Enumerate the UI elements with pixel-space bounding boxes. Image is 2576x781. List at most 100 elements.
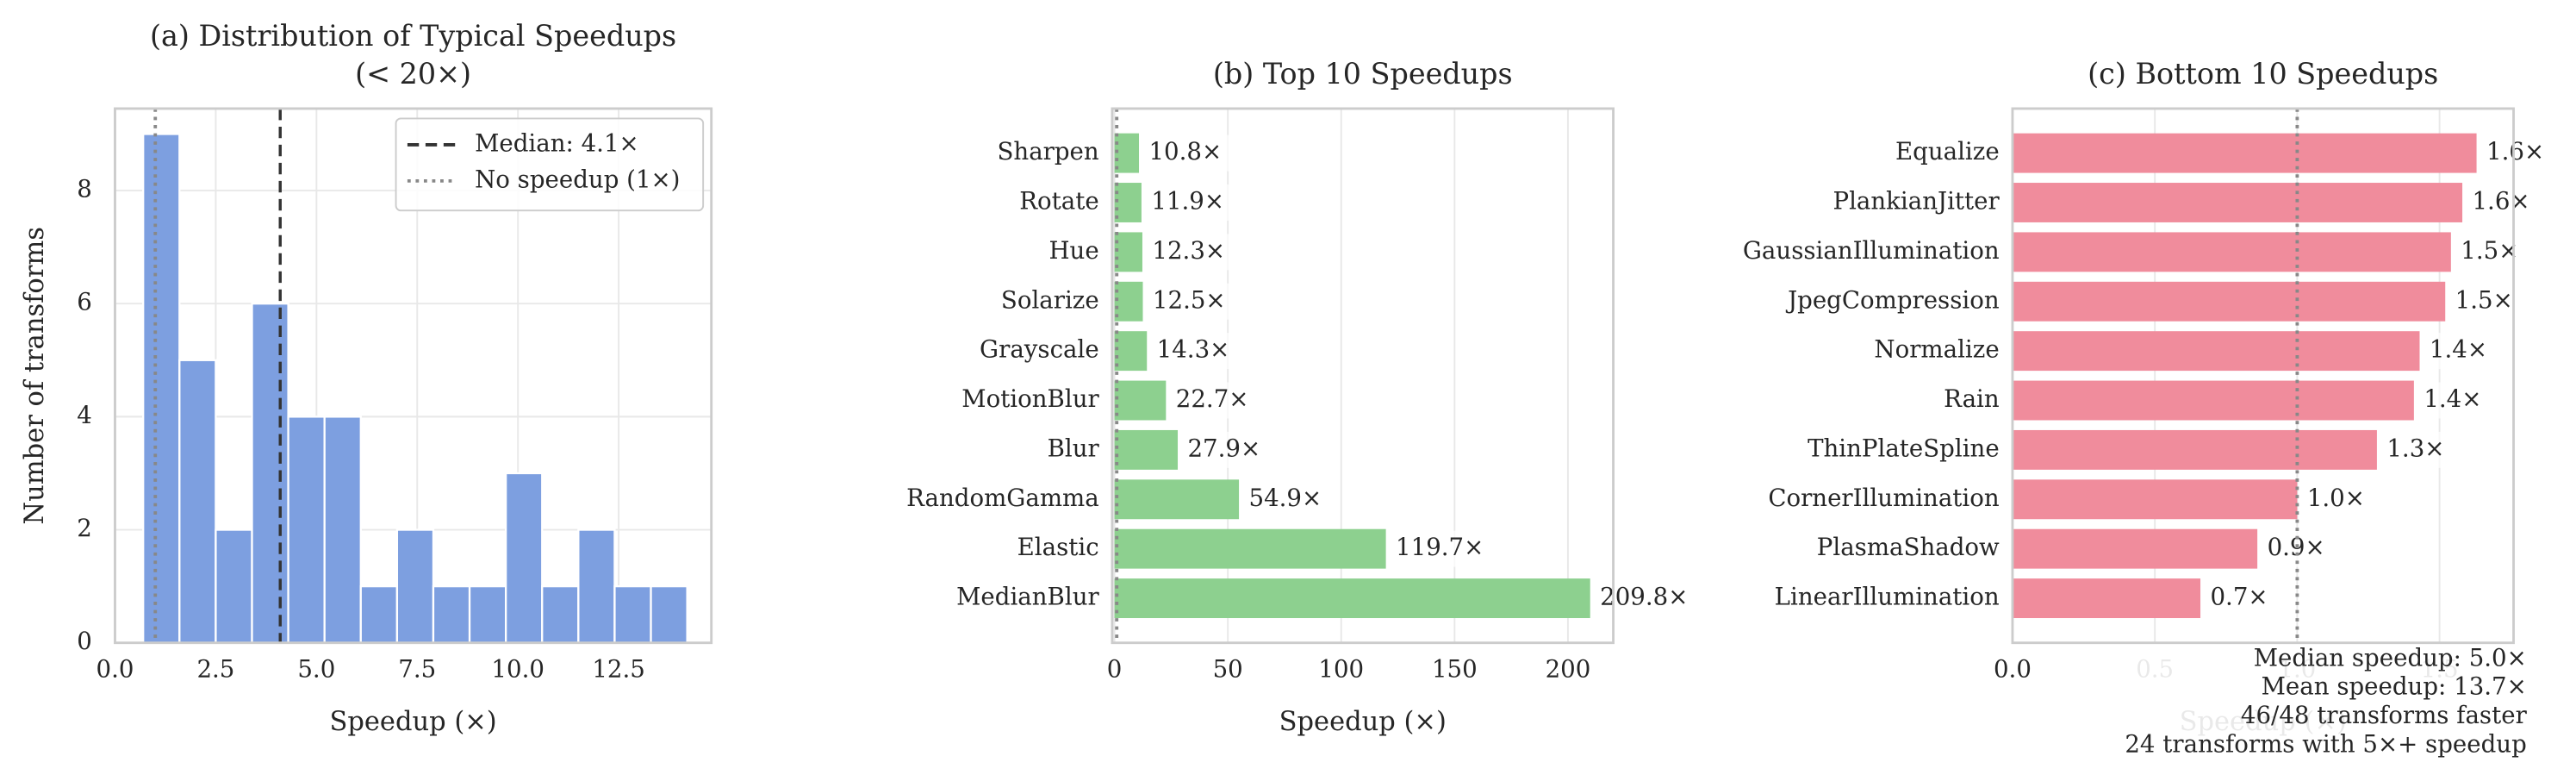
x-tick-label: 5.0 — [297, 655, 335, 684]
histogram-bar — [142, 133, 181, 644]
value-label: 14.3× — [1157, 335, 1230, 364]
value-label: 12.5× — [1153, 285, 1226, 314]
bar — [2012, 232, 2451, 272]
value-label-bg — [1148, 333, 1238, 370]
value-label-bg — [1240, 481, 1330, 518]
bar — [2012, 528, 2258, 569]
bar — [1114, 183, 1142, 222]
value-label-bg — [2299, 481, 2374, 518]
value-label-bg — [2447, 283, 2522, 320]
y-tick-label: 6 — [77, 288, 92, 316]
histogram-bar — [505, 472, 544, 644]
chart-title: (b) Top 10 Speedups — [1213, 57, 1513, 91]
category-label: Solarize — [1001, 285, 1099, 314]
bar — [1114, 578, 1590, 619]
value-label: 54.9× — [1249, 484, 1322, 512]
category-label: CornerIllumination — [1768, 484, 2000, 512]
value-label-bg — [1144, 283, 1235, 320]
x-tick-label: 100 — [1318, 655, 1364, 684]
axes-frame — [1111, 107, 1615, 645]
bar — [1114, 281, 1143, 322]
value-label-bg — [1591, 580, 1696, 617]
value-label: 1.3× — [2386, 434, 2444, 462]
value-label-bg — [2201, 580, 2277, 617]
y-axis-label: Number of transforms — [20, 227, 50, 525]
value-label-bg — [2478, 134, 2553, 172]
category-label: Rain — [1944, 384, 2000, 413]
x-tick-label: 0.0 — [1994, 655, 2032, 684]
value-label: 11.9× — [1151, 186, 1224, 215]
value-label: 1.4× — [2430, 335, 2487, 364]
category-label: LinearIllumination — [1775, 583, 2000, 611]
y-tick-label: 2 — [77, 514, 92, 542]
y-tick-label: 0 — [77, 627, 92, 655]
value-label-bg — [1387, 530, 1492, 567]
histogram-bar — [577, 528, 616, 644]
x-axis-label: Speedup (×) — [329, 707, 496, 737]
value-label: 209.8× — [1600, 583, 1688, 611]
chart-title: (c) Bottom 10 Speedups — [2088, 57, 2438, 91]
bar — [2012, 429, 2377, 470]
chart-title: (< 20×) — [355, 57, 471, 91]
bar — [2012, 281, 2446, 322]
histogram-bar — [178, 359, 217, 644]
x-tick-label: 0 — [1107, 655, 1123, 684]
value-label: 0.7× — [2210, 583, 2268, 611]
x-tick-label: 12.5 — [592, 655, 645, 684]
bar — [1114, 331, 1148, 372]
value-label-bg — [1167, 382, 1257, 419]
histogram-bar — [287, 415, 326, 644]
y-tick-label: 8 — [77, 175, 92, 203]
y-tick-label: 4 — [77, 401, 92, 429]
value-label: 119.7× — [1396, 533, 1484, 561]
x-tick-label: 10.0 — [491, 655, 544, 684]
category-label: Elastic — [1017, 533, 1099, 561]
value-label: 1.5× — [2455, 285, 2513, 314]
bar — [2012, 331, 2420, 372]
category-label: Sharpen — [997, 137, 1098, 166]
category-label: PlankianJitter — [1832, 186, 2000, 215]
x-tick-label: 150 — [1432, 655, 1478, 684]
category-label: Grayscale — [980, 335, 1099, 364]
x-tick-label: 0.0 — [96, 655, 134, 684]
category-label: Equalize — [1895, 137, 2000, 166]
bar — [1114, 232, 1142, 272]
histogram-bar — [251, 303, 289, 644]
value-label: 1.0× — [2307, 484, 2365, 512]
value-label-bg — [2463, 184, 2539, 221]
chart-title: (a) Distribution of Typical Speedups — [150, 19, 676, 53]
histogram-bar — [613, 584, 652, 644]
category-label: Rotate — [1019, 186, 1098, 215]
value-label-bg — [1142, 184, 1233, 221]
annotation: Mean speedup: 13.7× — [2262, 672, 2527, 701]
x-tick-label: 200 — [1546, 655, 1591, 684]
bar — [2012, 380, 2414, 421]
bar — [1114, 429, 1179, 470]
category-label: GaussianIllumination — [1743, 236, 2000, 265]
value-label: 1.6× — [2472, 186, 2529, 215]
histogram-bar — [359, 584, 399, 644]
category-label: ThinPlateSpline — [1808, 434, 2000, 462]
bar — [1114, 133, 1140, 173]
category-label: RandomGamma — [906, 484, 1099, 512]
x-tick-label: 2.5 — [196, 655, 234, 684]
category-label: MedianBlur — [956, 583, 1099, 611]
annotation: 46/48 transforms faster — [2241, 701, 2528, 729]
histogram-bar — [432, 584, 471, 644]
bar — [2012, 133, 2477, 173]
category-label: Blur — [1048, 434, 1100, 462]
bar — [2012, 578, 2201, 619]
category-label: PlasmaShadow — [1817, 533, 2000, 561]
bar — [2012, 479, 2298, 520]
category-label: JpegCompression — [1785, 285, 2000, 314]
value-label: 22.7× — [1176, 384, 1249, 413]
histogram-bar — [323, 415, 362, 644]
value-label: 1.4× — [2424, 384, 2481, 413]
axes-frame — [114, 107, 713, 645]
category-label: Normalize — [1874, 335, 1999, 364]
value-label: 10.8× — [1148, 137, 1222, 166]
annotation: 24 transforms with 5×+ speedup — [2125, 729, 2526, 758]
annotation: Median speedup: 5.0× — [2254, 643, 2527, 672]
category-label: MotionBlur — [961, 384, 1099, 413]
category-label: Hue — [1048, 236, 1098, 265]
